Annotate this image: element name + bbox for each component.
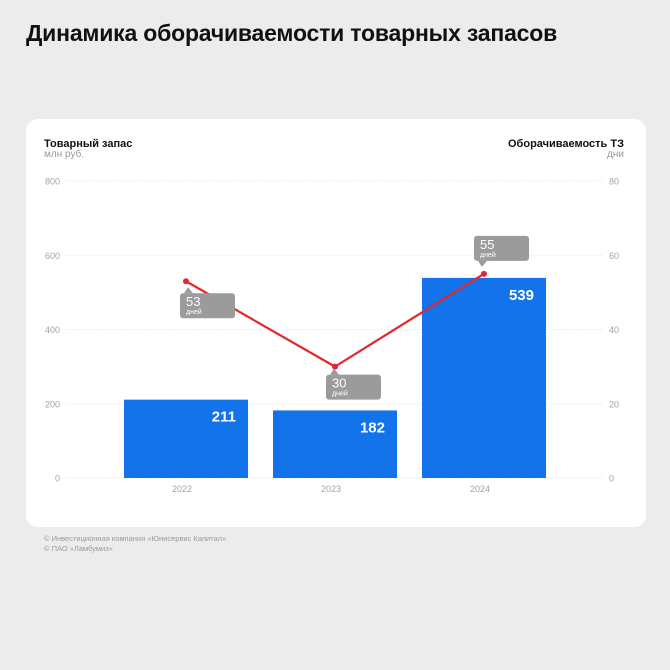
line-point: [183, 278, 189, 285]
left-tick-label: 400: [45, 325, 60, 335]
x-tick-label: 2022: [172, 484, 192, 494]
x-tick-label: 2024: [470, 484, 490, 494]
line-point: [481, 270, 487, 277]
left-tick-label: 600: [45, 251, 60, 261]
left-axis-title: Товарный запас: [44, 138, 133, 150]
bar-value-label: 211: [212, 409, 236, 426]
right-tick-label: 20: [609, 399, 619, 409]
callout-pointer: [478, 260, 487, 267]
bar-value-label: 539: [509, 287, 534, 304]
x-tick-label: 2023: [321, 484, 341, 494]
left-tick-label: 200: [45, 399, 60, 409]
callout-box: [326, 374, 381, 400]
callout-box: [180, 293, 235, 319]
right-tick-label: 0: [609, 474, 614, 484]
left-tick-label: 0: [55, 474, 60, 484]
bar: [422, 277, 546, 478]
right-tick-label: 80: [609, 177, 619, 187]
line-point: [332, 363, 338, 370]
footer-copyright-2: © ПАО «Ламбумиз»: [44, 544, 113, 553]
callout-unit: дней: [332, 390, 348, 398]
callout-value: 53: [186, 294, 200, 309]
callout-unit: дней: [480, 251, 496, 259]
callout-pointer: [184, 287, 193, 294]
bar-value-label: 182: [360, 419, 385, 436]
callout-pointer: [330, 368, 339, 375]
left-axis-unit: млн руб.: [44, 149, 85, 160]
left-tick-label: 800: [45, 177, 60, 187]
bar: [124, 399, 248, 478]
callout-unit: дней: [186, 308, 202, 316]
bar: [273, 410, 397, 478]
footer-copyright-1: © Инвестиционная компания «Юнисервис Кап…: [44, 534, 227, 543]
right-tick-label: 40: [609, 325, 619, 335]
right-axis-title: Оборачиваемость ТЗ: [508, 138, 624, 150]
callout-value: 55: [480, 237, 494, 252]
callout-box: [474, 235, 529, 261]
right-tick-label: 60: [609, 251, 619, 261]
right-axis-unit: дни: [607, 149, 624, 160]
chart-title: Динамика оборачиваемости товарных запасо…: [26, 20, 558, 46]
callout-value: 30: [332, 376, 346, 391]
